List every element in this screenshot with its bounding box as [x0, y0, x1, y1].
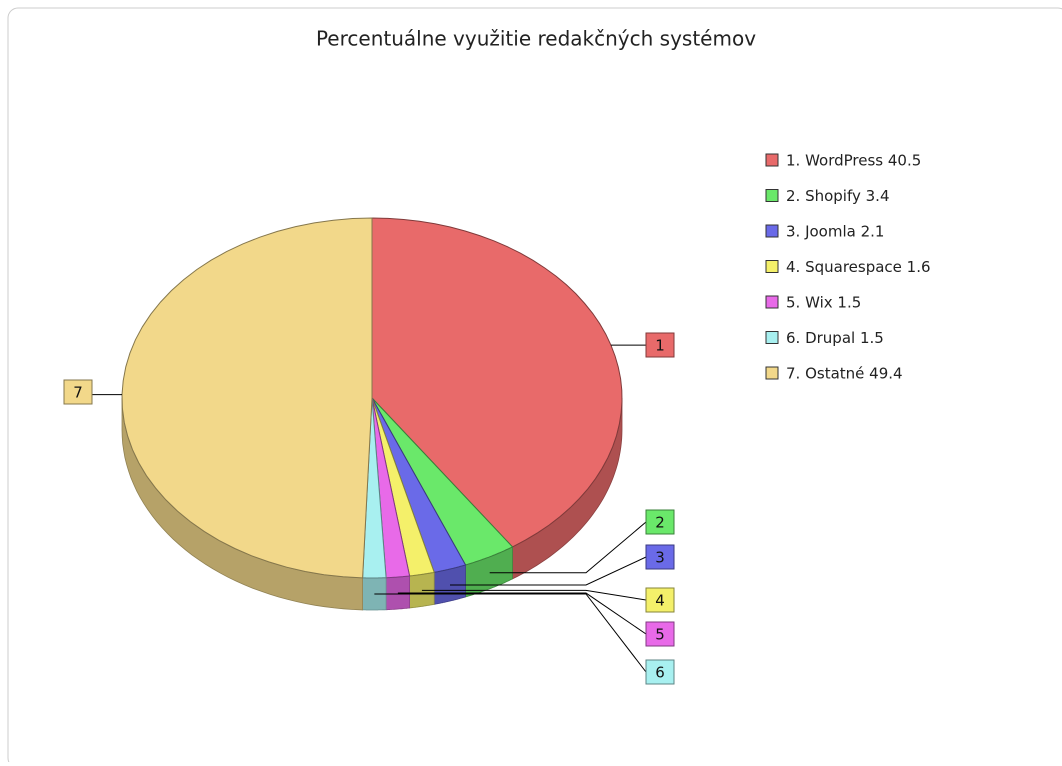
slice-label: 1 — [655, 337, 665, 355]
slice-label: 4 — [655, 592, 665, 610]
legend-label: 3. Joomla 2.1 — [786, 223, 884, 241]
slice-label: 7 — [73, 384, 83, 402]
legend-label: 6. Drupal 1.5 — [786, 329, 884, 347]
legend-swatch — [766, 190, 778, 202]
legend-swatch — [766, 367, 778, 379]
legend-label: 7. Ostatné 49.4 — [786, 365, 903, 383]
slice-label: 5 — [655, 626, 665, 644]
legend-label: 1. WordPress 40.5 — [786, 152, 921, 170]
slice-label: 2 — [655, 514, 665, 532]
slice-label: 6 — [655, 664, 665, 682]
legend-swatch — [766, 332, 778, 344]
legend-label: 5. Wix 1.5 — [786, 294, 861, 312]
legend-swatch — [766, 225, 778, 237]
legend-label: 2. Shopify 3.4 — [786, 187, 890, 205]
legend-label: 4. Squarespace 1.6 — [786, 258, 931, 276]
legend-swatch — [766, 296, 778, 308]
chart-title: Percentuálne využitie redakčných systémo… — [316, 27, 756, 51]
slice-label: 3 — [655, 549, 665, 567]
legend-swatch — [766, 154, 778, 166]
legend-swatch — [766, 261, 778, 273]
